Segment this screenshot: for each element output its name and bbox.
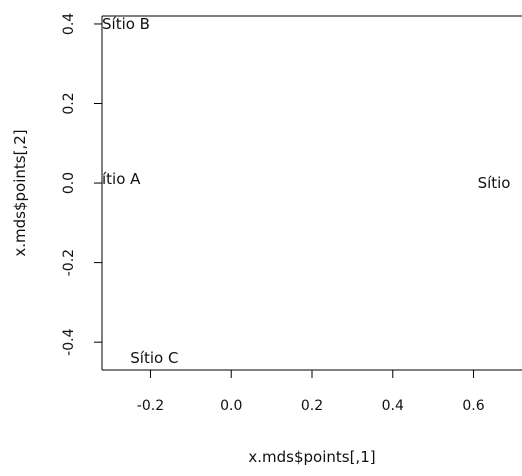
point-label: Sítio B	[102, 15, 150, 33]
x-axis-label: x.mds$points[,1]	[248, 448, 375, 466]
x-tick-label: -0.2	[137, 398, 164, 414]
x-tick-label: 0.4	[382, 398, 404, 414]
y-tick-label: 0.4	[61, 13, 77, 35]
x-tick-label: 0.2	[301, 398, 323, 414]
x-tick-label: 0.6	[462, 398, 484, 414]
y-axis: -0.4 -0.2 0.0 0.2 0.4	[61, 13, 102, 356]
y-tick-label: -0.2	[61, 249, 77, 276]
axes-layer: -0.2 0.0 0.2 0.4 0.6 -0.4 -0.2 0.0 0.2 0.4	[61, 13, 522, 414]
point-label: Sítio C	[130, 349, 178, 367]
y-axis-label: x.mds$points[,2]	[11, 129, 29, 256]
point-labels-layer: Sítio B ítio A Sítio C Sítio	[102, 15, 511, 367]
y-tick-label: -0.4	[61, 328, 77, 355]
y-tick-label: 0.0	[61, 172, 77, 194]
x-tick-label: 0.0	[220, 398, 242, 414]
point-label: Sítio	[478, 174, 511, 192]
y-tick-label: 0.2	[61, 92, 77, 114]
x-axis: -0.2 0.0 0.2 0.4 0.6	[137, 370, 485, 414]
point-label: ítio A	[102, 170, 141, 188]
